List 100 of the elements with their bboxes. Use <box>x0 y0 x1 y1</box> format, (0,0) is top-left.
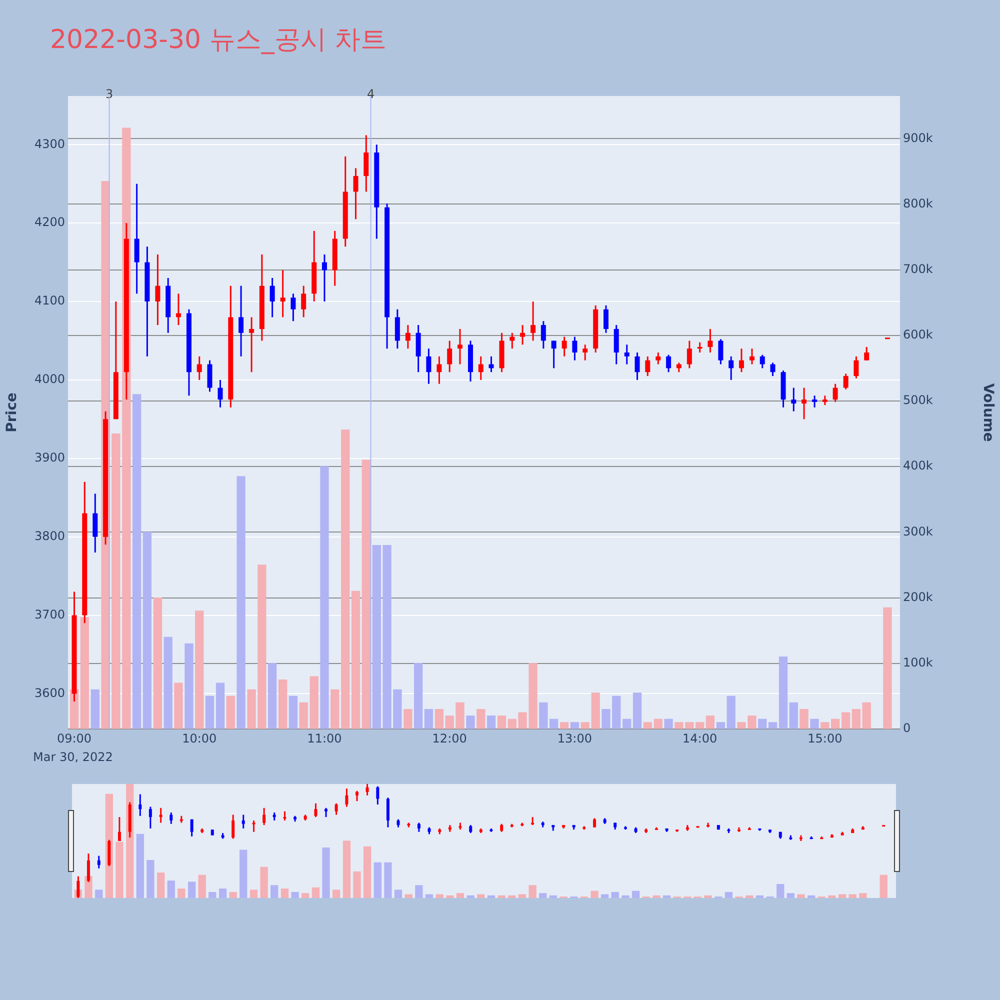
bar <box>716 722 726 729</box>
bar <box>84 876 92 898</box>
bar <box>342 840 351 898</box>
bar <box>622 718 632 729</box>
candlestick <box>666 354 672 373</box>
bar <box>414 663 423 729</box>
bar <box>351 590 360 729</box>
candlestick <box>283 810 286 822</box>
bar <box>622 895 630 898</box>
bar <box>167 880 175 898</box>
bar <box>724 892 733 898</box>
bar <box>590 890 598 898</box>
bar <box>288 696 298 729</box>
candlestick <box>645 356 650 377</box>
bar <box>260 866 268 898</box>
candlestick <box>551 340 556 369</box>
bar <box>90 689 100 729</box>
bar <box>664 718 673 729</box>
bar <box>341 430 350 729</box>
bar <box>786 893 795 898</box>
bar <box>486 716 496 729</box>
candlestick <box>138 794 142 817</box>
annotation: 3 <box>105 87 114 102</box>
candlestick <box>176 292 181 326</box>
bar <box>456 893 464 898</box>
bar <box>226 696 235 729</box>
bar <box>756 895 764 898</box>
bar <box>776 884 784 898</box>
bar <box>436 894 444 898</box>
candlestick <box>593 817 596 828</box>
candlestick <box>697 342 702 354</box>
bar <box>301 893 310 898</box>
y-tick-label: 3800 <box>34 528 65 543</box>
bar <box>384 862 392 898</box>
bar <box>164 636 172 729</box>
candlestick <box>520 324 526 346</box>
y2-tick-label: 200k <box>903 590 933 604</box>
candlestick <box>364 134 369 192</box>
bar <box>208 892 216 898</box>
candlestick <box>353 167 358 220</box>
candlestick <box>97 855 100 870</box>
bar <box>310 676 318 729</box>
candlestick <box>634 352 640 381</box>
y2-tick-label: 600k <box>903 328 933 342</box>
candlestick <box>832 383 838 403</box>
bar <box>789 702 798 729</box>
bar <box>580 722 590 729</box>
bar <box>374 862 382 898</box>
bar <box>841 712 850 729</box>
bar <box>178 888 186 898</box>
bar <box>105 794 114 898</box>
bar <box>270 885 278 898</box>
bar <box>539 893 547 898</box>
bar <box>132 394 142 729</box>
x-tick-label: 14:00 <box>682 731 718 746</box>
bar <box>299 702 308 729</box>
bar <box>280 888 289 898</box>
candlestick <box>345 788 348 808</box>
bar <box>404 708 412 729</box>
candlestick <box>624 344 630 366</box>
bar <box>838 894 846 898</box>
candlestick <box>614 324 619 366</box>
bar <box>477 894 485 898</box>
bar <box>291 892 299 898</box>
candlestick <box>290 292 296 322</box>
bar <box>116 842 124 898</box>
x-tick-label: 10:00 <box>182 731 217 746</box>
y-tick-label: 4200 <box>34 215 65 230</box>
candlestick <box>155 254 160 326</box>
bar <box>216 682 225 729</box>
bar <box>195 610 204 729</box>
candlestick <box>386 796 390 828</box>
bar <box>174 682 183 729</box>
candlestick <box>812 394 818 408</box>
bar <box>142 532 152 729</box>
candlestick <box>843 372 848 390</box>
bar <box>662 895 671 898</box>
candlestick <box>738 348 744 373</box>
bar <box>240 850 248 898</box>
bar <box>828 895 836 898</box>
y2-tick-label: 100k <box>903 656 933 670</box>
candlestick <box>301 285 306 318</box>
candlestick <box>417 822 420 833</box>
bar <box>95 890 103 898</box>
y-tick-label: 3700 <box>34 607 65 622</box>
candlestick <box>802 387 807 420</box>
candlestick <box>436 356 442 385</box>
candlestick <box>314 802 318 818</box>
bar <box>654 718 662 729</box>
candlestick <box>324 807 328 818</box>
bar <box>80 617 89 729</box>
candlestick <box>676 362 682 373</box>
bar <box>778 656 788 729</box>
candlestick <box>376 786 380 806</box>
chart-title: 2022-03-30 뉴스_공시 차트 <box>50 24 387 57</box>
bar <box>353 871 361 898</box>
bar <box>446 895 454 898</box>
y-tick-label: 4100 <box>34 294 65 308</box>
x-tick-label: 15:00 <box>808 731 842 746</box>
bar <box>332 890 340 898</box>
